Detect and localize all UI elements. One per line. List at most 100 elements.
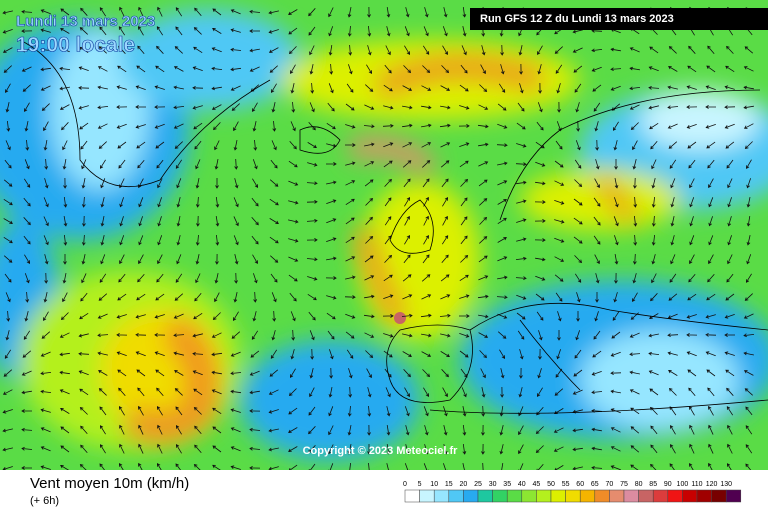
wind-arrow	[308, 445, 316, 454]
legend-swatch	[419, 489, 435, 503]
wind-arrow	[137, 387, 145, 397]
wind-arrow	[176, 216, 181, 227]
wind-arrow	[365, 216, 373, 225]
wind-arrow	[689, 178, 695, 189]
wind-arrow	[500, 386, 504, 398]
wind-arrow	[629, 332, 640, 338]
wind-arrow	[291, 101, 296, 113]
wind-arrow	[60, 408, 70, 414]
wind-arrow	[401, 313, 413, 318]
wind-arrow	[481, 424, 485, 436]
wind-arrow	[535, 141, 545, 149]
wind-arrow	[478, 332, 489, 338]
wind-arrow	[307, 276, 318, 281]
wind-arrow	[117, 369, 127, 377]
wind-arrows	[2, 6, 755, 470]
wind-arrow	[233, 121, 239, 132]
wind-arrow	[423, 215, 429, 226]
wind-arrow	[63, 234, 68, 246]
wind-arrow	[497, 217, 507, 225]
wind-arrow	[211, 389, 222, 395]
wind-arrow	[23, 178, 31, 188]
wind-arrow	[288, 160, 298, 168]
wind-arrow	[686, 333, 698, 337]
wind-arrow	[648, 85, 660, 90]
wind-arrow	[650, 444, 658, 454]
wind-arrow	[59, 86, 70, 91]
wind-arrow	[155, 369, 165, 377]
wind-arrow	[743, 351, 754, 356]
wind-arrow	[651, 215, 656, 227]
wind-arrow	[667, 123, 678, 129]
wind-arrow	[290, 83, 295, 94]
wind-arrow	[117, 293, 127, 301]
wind-arrow	[404, 197, 410, 207]
wind-arrow	[367, 387, 372, 398]
legend-swatch	[565, 489, 581, 503]
wind-arrow	[78, 333, 89, 338]
wind-arrow	[572, 47, 583, 53]
wind-arrow	[727, 197, 732, 208]
wind-arrow	[725, 141, 735, 149]
wind-map	[0, 0, 768, 470]
wind-arrow	[138, 216, 143, 227]
wind-arrow	[746, 254, 752, 265]
wind-arrow	[135, 124, 146, 129]
wind-arrow	[557, 330, 561, 341]
wind-arrow	[230, 351, 241, 357]
wind-arrow	[290, 368, 296, 378]
wind-arrow	[271, 102, 276, 113]
wind-arrow	[40, 67, 51, 72]
wind-arrow	[518, 463, 524, 470]
wind-arrow	[249, 409, 261, 413]
wind-arrow	[307, 293, 317, 301]
wind-arrow	[308, 311, 316, 321]
wind-arrow	[214, 292, 220, 303]
wind-arrow	[79, 27, 88, 35]
wind-arrow	[233, 292, 238, 303]
wind-arrow	[344, 295, 356, 299]
wind-arrow	[402, 294, 413, 300]
wind-arrow	[478, 255, 488, 263]
wind-arrow	[667, 333, 679, 338]
wind-arrow	[478, 161, 489, 167]
wind-arrow	[157, 178, 163, 189]
wind-arrow	[60, 312, 69, 321]
wind-arrow	[518, 387, 523, 398]
wind-arrow	[175, 463, 181, 470]
wind-arrow	[116, 333, 128, 337]
wind-arrow	[211, 104, 222, 110]
wind-arrow	[613, 140, 618, 151]
wind-arrow	[348, 64, 353, 75]
wind-arrow	[40, 465, 51, 470]
wind-arrow	[706, 141, 716, 149]
wind-arrow	[610, 351, 621, 357]
legend-swatch	[638, 489, 654, 503]
wind-arrow	[214, 159, 219, 170]
wind-arrow	[481, 45, 486, 56]
wind-arrow	[43, 140, 48, 151]
wind-arrow	[63, 177, 67, 189]
wind-arrow	[157, 406, 163, 416]
wind-arrow	[537, 102, 543, 113]
wind-arrow	[364, 179, 374, 187]
legend-label: 110	[691, 481, 702, 488]
wind-arrow	[383, 274, 393, 282]
wind-arrow	[536, 463, 544, 470]
wind-arrow	[727, 216, 732, 227]
wind-arrow	[21, 427, 33, 432]
wind-arrow	[327, 330, 335, 340]
wind-arrow	[668, 46, 677, 54]
wind-arrow	[610, 446, 621, 452]
wind-arrow	[195, 234, 200, 246]
wind-arrow	[310, 348, 315, 360]
wind-arrow	[614, 272, 618, 284]
wind-arrow	[347, 7, 352, 18]
wind-arrow	[686, 124, 697, 129]
wind-arrow	[553, 427, 564, 433]
wind-arrow	[686, 105, 698, 109]
wind-arrow	[648, 66, 659, 72]
legend-swatch	[609, 489, 625, 503]
wind-arrow	[288, 46, 297, 55]
wind-arrow	[119, 406, 125, 416]
